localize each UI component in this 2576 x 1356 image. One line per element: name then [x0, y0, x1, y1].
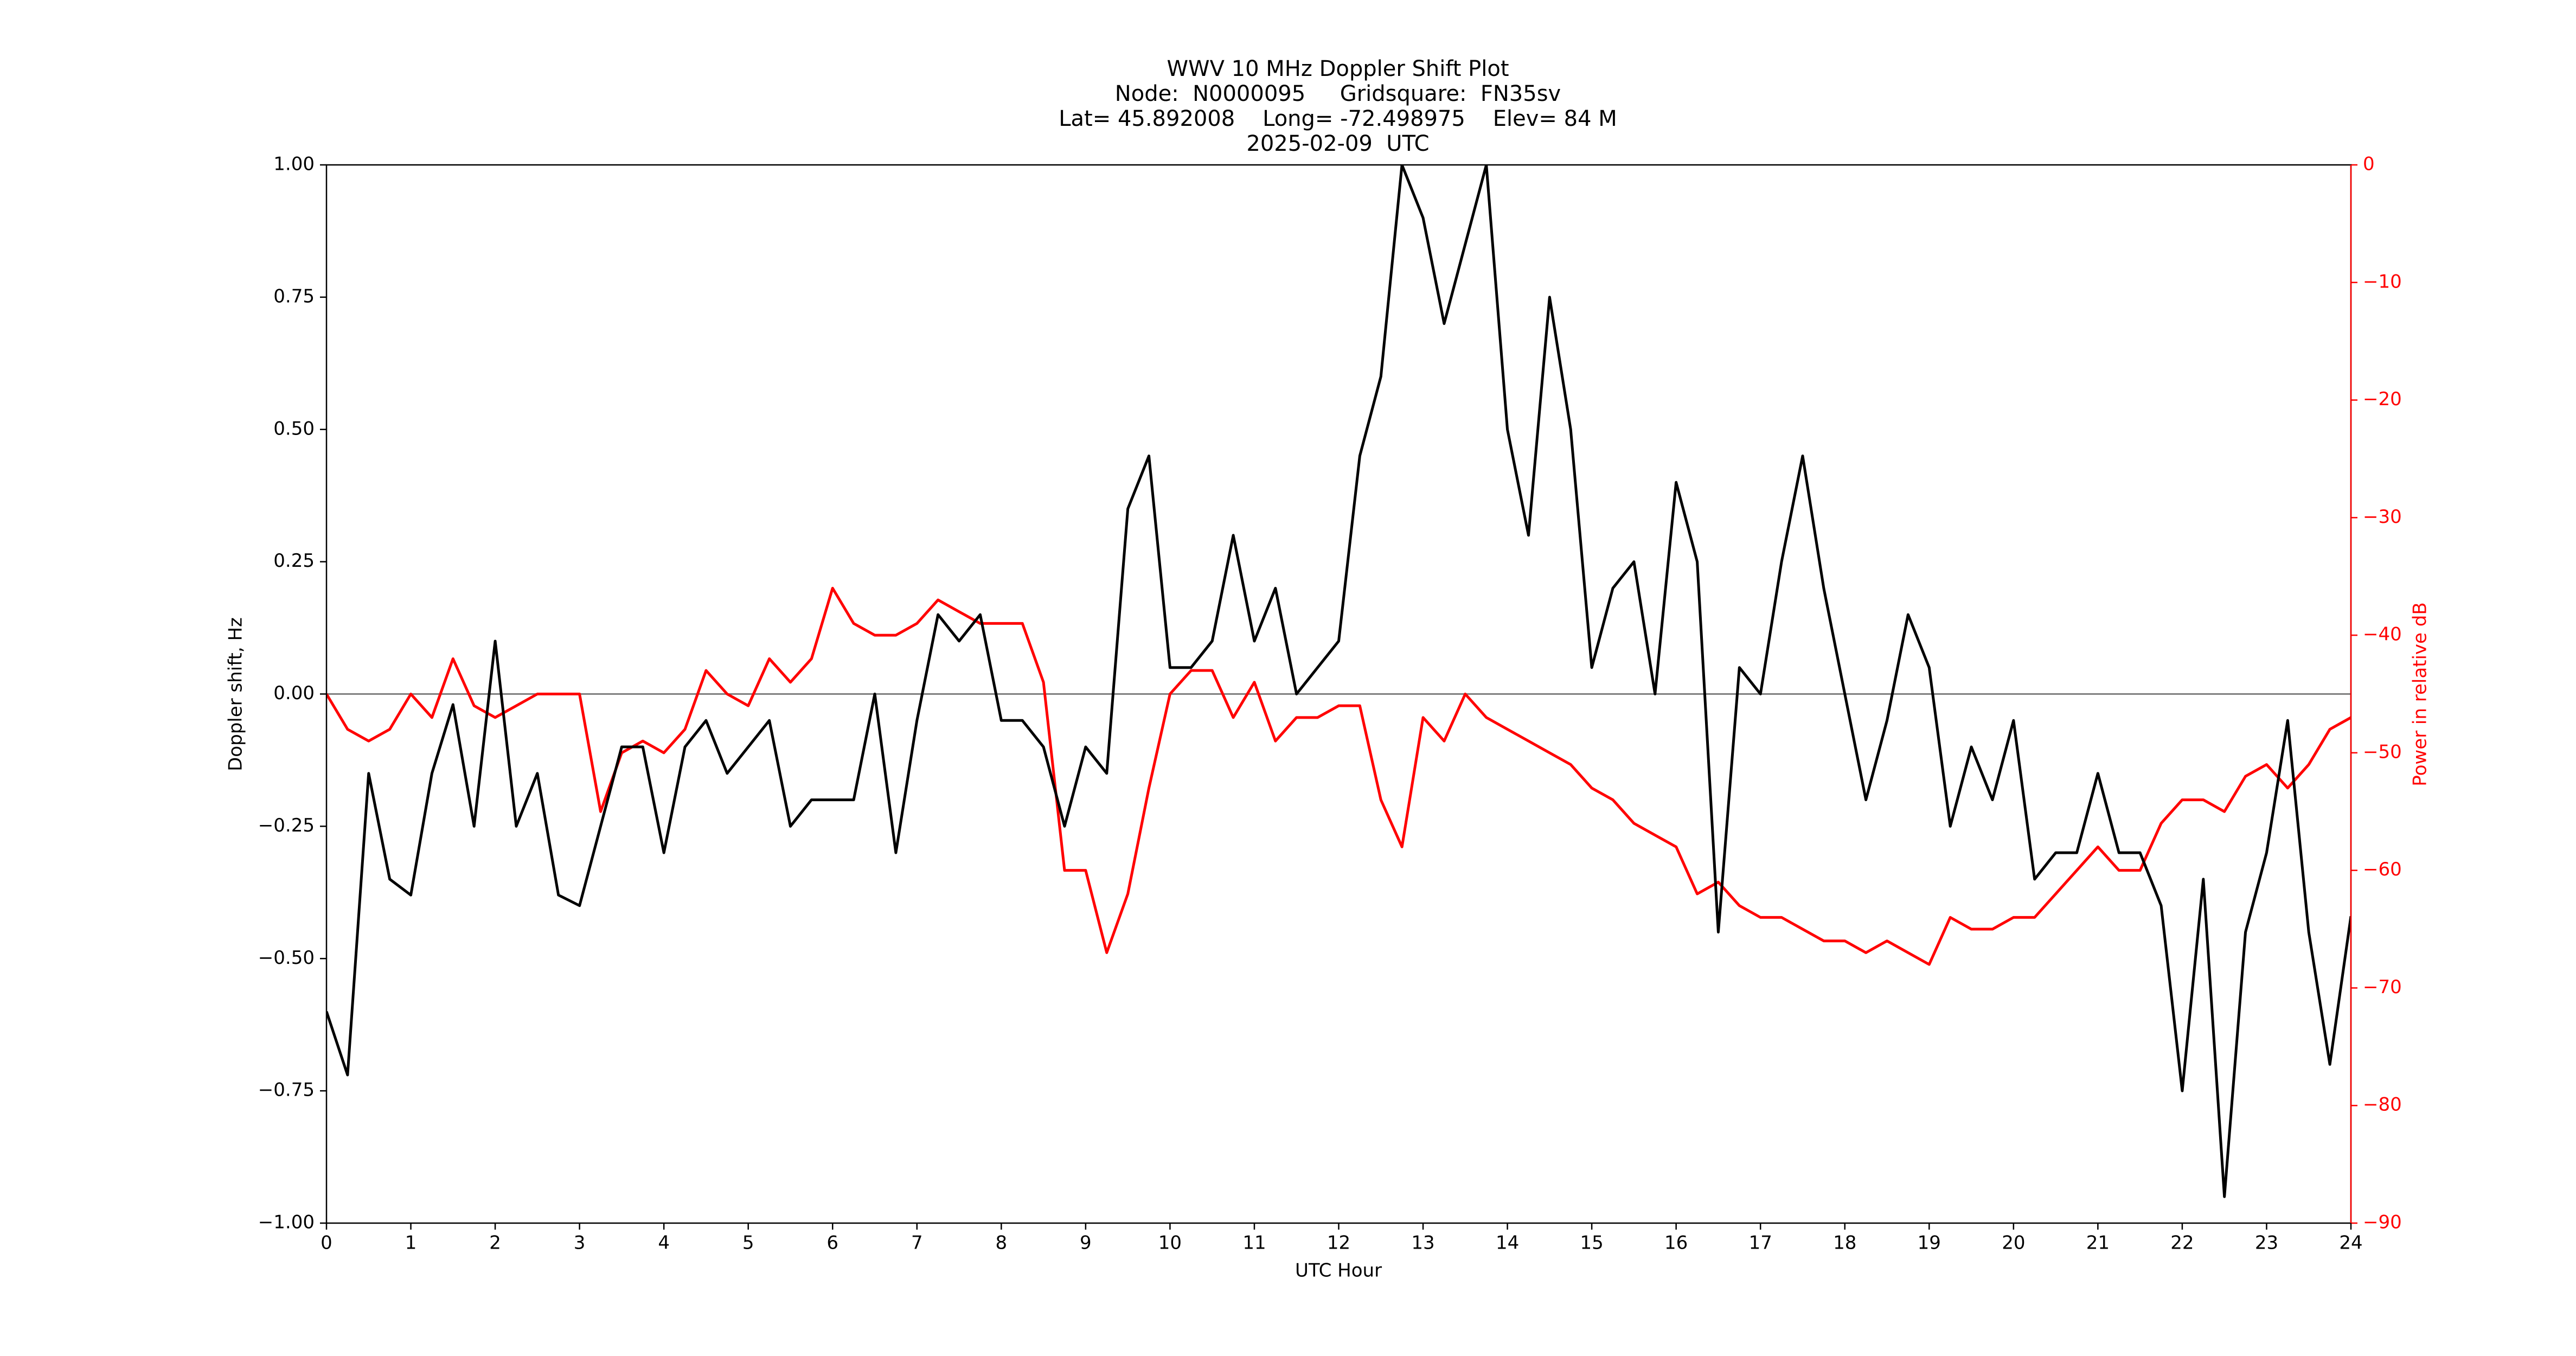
y2-tick-label: −80 [2363, 1094, 2402, 1116]
y2-tick-label: −10 [2363, 271, 2402, 292]
y2-tick-label: −20 [2363, 388, 2402, 410]
y2-tick-label: −70 [2363, 976, 2402, 998]
y-tick-label: 0.25 [273, 550, 315, 572]
series-line [326, 165, 2351, 1198]
y-tick-label: −1.00 [258, 1212, 315, 1233]
x-tick-label: 23 [2255, 1232, 2278, 1254]
x-tick-label: 18 [1833, 1232, 1856, 1254]
chart-subtitle: Node: N0000095 Gridsquare: FN35sv [1115, 81, 1561, 106]
y2-tick-label: −90 [2363, 1212, 2402, 1233]
x-tick-label: 2 [489, 1232, 501, 1254]
y2-tick-label: −50 [2363, 741, 2402, 763]
x-tick-label: 17 [1749, 1232, 1772, 1254]
y-tick-label: 0.50 [273, 418, 315, 439]
x-tick-label: 1 [405, 1232, 417, 1254]
chart-title: WWV 10 MHz Doppler Shift Plot [1167, 56, 1509, 81]
y-tick-label: −0.75 [258, 1079, 315, 1101]
y-tick-label: −0.50 [258, 947, 315, 969]
x-tick-label: 0 [321, 1232, 332, 1254]
x-tick-label: 5 [742, 1232, 754, 1254]
x-tick-label: 20 [2002, 1232, 2025, 1254]
x-tick-label: 19 [1918, 1232, 1941, 1254]
x-tick-label: 22 [2170, 1232, 2194, 1254]
x-tick-label: 24 [2339, 1232, 2362, 1254]
y-axis-label: Doppler shift, Hz [225, 617, 247, 771]
y2-axis-label: Power in relative dB [2410, 602, 2431, 786]
x-tick-label: 9 [1080, 1232, 1092, 1254]
x-tick-label: 14 [1496, 1232, 1519, 1254]
y2-tick-label: −40 [2363, 624, 2402, 645]
x-tick-label: 4 [658, 1232, 670, 1254]
x-tick-label: 12 [1327, 1232, 1350, 1254]
y2-tick-label: 0 [2363, 153, 2375, 175]
x-tick-label: 6 [826, 1232, 838, 1254]
x-tick-label: 7 [911, 1232, 923, 1254]
x-tick-label: 13 [1411, 1232, 1434, 1254]
y-tick-label: 0.75 [273, 285, 315, 307]
x-tick-label: 10 [1158, 1232, 1182, 1254]
x-tick-label: 21 [2086, 1232, 2110, 1254]
y2-tick-label: −30 [2363, 506, 2402, 528]
x-tick-label: 11 [1242, 1232, 1266, 1254]
x-tick-label: 3 [574, 1232, 586, 1254]
x-tick-label: 16 [1664, 1232, 1688, 1254]
series-line [326, 586, 2351, 966]
chart-subtitle: Lat= 45.892008 Long= -72.498975 Elev= 84… [1059, 106, 1617, 131]
y-tick-label: 0.00 [273, 682, 315, 704]
x-tick-label: 15 [1580, 1232, 1603, 1254]
y-tick-label: 1.00 [273, 153, 315, 175]
chart-subtitle: 2025-02-09 UTC [1246, 131, 1429, 156]
y2-tick-label: −60 [2363, 859, 2402, 880]
x-axis-label: UTC Hour [1295, 1260, 1382, 1282]
x-tick-label: 8 [996, 1232, 1008, 1254]
y-tick-label: −0.25 [258, 815, 315, 836]
